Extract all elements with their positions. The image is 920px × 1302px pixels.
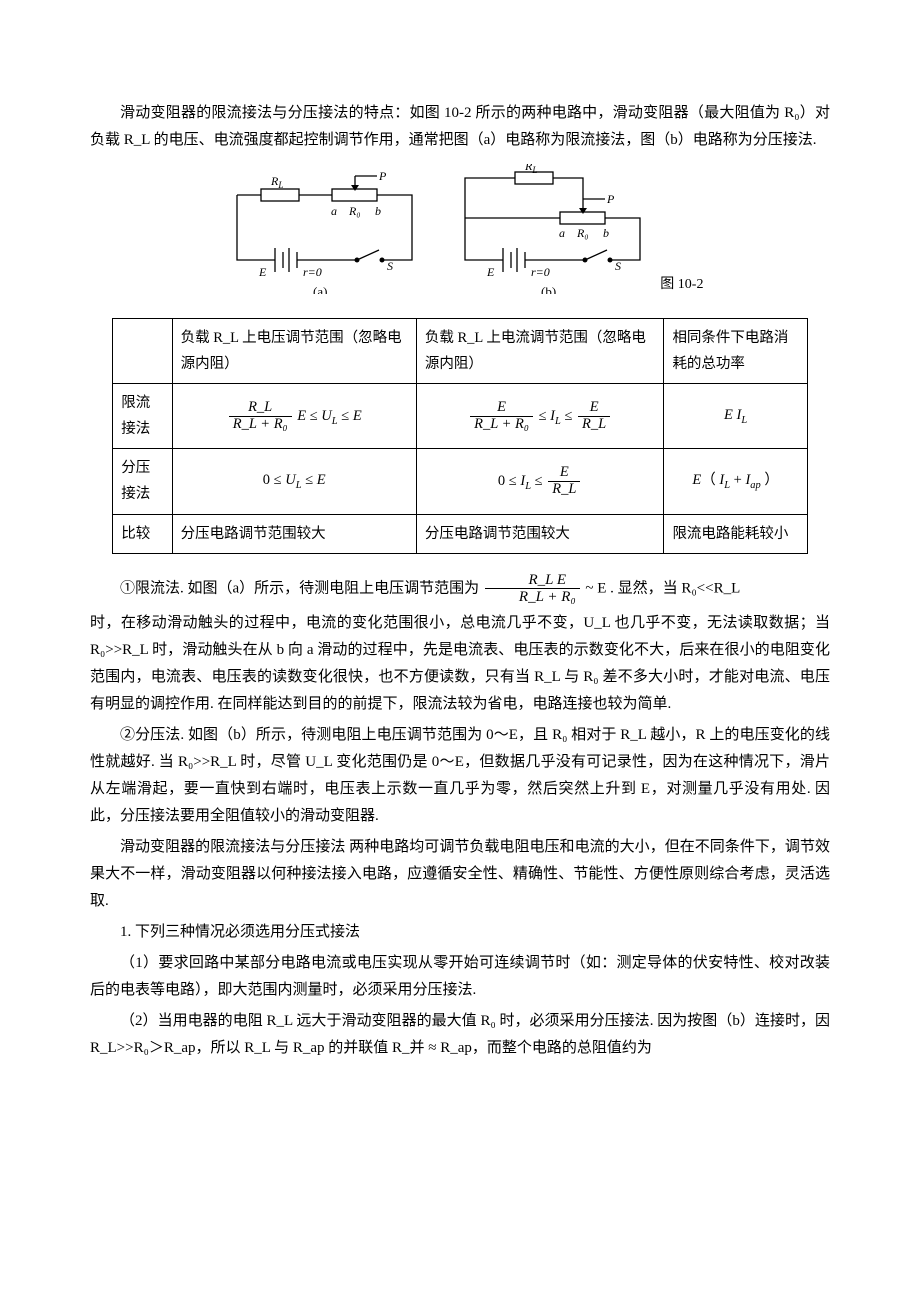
- cell-v-limited: R_LR_L + R₀ E ≤ UL ≤ E: [172, 384, 416, 449]
- table-row: 比较 分压电路调节范围较大 分压电路调节范围较大 限流电路能耗较小: [113, 514, 808, 553]
- row-label-divider: 分压接法: [113, 449, 172, 514]
- cell-v-divider: 0 ≤ UL ≤ E: [172, 449, 416, 514]
- heading-cases: 1. 下列三种情况必须选用分压式接法: [90, 919, 830, 946]
- cell-p-divider: E（ IL + Iap ）: [664, 449, 807, 514]
- cell-compare-v: 分压电路调节范围较大: [172, 514, 416, 553]
- text: ①限流法. 如图（a）所示，待测电阻上电压调节范围为: [120, 580, 483, 596]
- intro-paragraph: 滑动变阻器的限流接法与分压接法的特点：如图 10-2 所示的两种电路中，滑动变阻…: [90, 100, 830, 154]
- cell-i-divider: 0 ≤ IL ≤ ER_L: [416, 449, 664, 514]
- label-b-a: b: [375, 204, 381, 218]
- table-row: 负载 R_L 上电压调节范围（忽略电源内阻） 负载 R_L 上电流调节范围（忽略…: [113, 319, 808, 384]
- text: ~ E . 显然，当 R₀<<R_L: [585, 580, 740, 596]
- para-divider: ②分压法. 如图（b）所示，待测电阻上电压调节范围为 0～E，且 R₀ 相对于 …: [90, 722, 830, 830]
- label-S-b: S: [615, 259, 621, 273]
- label-P-b: P: [606, 192, 615, 206]
- label-S-a: S: [387, 259, 393, 273]
- label-sub-a: (a): [313, 284, 327, 294]
- th-voltage: 负载 R_L 上电压调节范围（忽略电源内阻）: [172, 319, 416, 384]
- figure-caption: 图 10-2: [660, 272, 703, 297]
- svg-text:RL: RL: [524, 164, 537, 175]
- label-a-b: a: [559, 226, 565, 240]
- label-sub-b: (b): [541, 284, 556, 294]
- para-case2: （2）当用电器的电阻 R_L 远大于滑动变阻器的最大值 R₀ 时，必须采用分压接…: [90, 1008, 830, 1062]
- row-label-compare: 比较: [113, 514, 172, 553]
- para-limiting-2: 时，在移动滑动触头的过程中，电流的变化范围很小，总电流几乎不变，U_L 也几乎不…: [90, 610, 830, 718]
- cell-compare-p: 限流电路能耗较小: [664, 514, 807, 553]
- para-summary: 滑动变阻器的限流接法与分压接法 两种电路均可调节负载电阻电压和电流的大小，但在不…: [90, 834, 830, 915]
- label-E-b: E: [486, 265, 495, 279]
- label-E-a: E: [258, 265, 267, 279]
- cell-i-limited: ER_L + R₀ ≤ IL ≤ ER_L: [416, 384, 664, 449]
- th-power: 相同条件下电路消耗的总功率: [664, 319, 807, 384]
- figure-10-2: E r=0 S a R₀ b P RL (a): [90, 164, 830, 304]
- label-P-a: P: [378, 169, 387, 183]
- para-case1: （1）要求回路中某部分电路电流或电压实现从零开始可连续调节时（如：测定导体的伏安…: [90, 950, 830, 1004]
- table-row: 分压接法 0 ≤ UL ≤ E 0 ≤ IL ≤ ER_L E（ IL + Ia…: [113, 449, 808, 514]
- comparison-table: 负载 R_L 上电压调节范围（忽略电源内阻） 负载 R_L 上电流调节范围（忽略…: [112, 318, 808, 554]
- th-current: 负载 R_L 上电流调节范围（忽略电源内阻）: [416, 319, 664, 384]
- label-R0-a: R₀: [348, 204, 361, 218]
- th-blank: [113, 319, 172, 384]
- cell-p-limited: E IL: [664, 384, 807, 449]
- table-row: 限流接法 R_LR_L + R₀ E ≤ UL ≤ E ER_L + R₀ ≤ …: [113, 384, 808, 449]
- label-RL-a: RL: [270, 174, 283, 190]
- label-R0-b: R₀: [576, 226, 589, 240]
- cell-compare-i: 分压电路调节范围较大: [416, 514, 664, 553]
- frac-rle: R_L E R_L + R₀: [485, 572, 580, 606]
- label-r0-a: r=0: [303, 265, 322, 279]
- label-b-b: b: [603, 226, 609, 240]
- circuit-diagrams: E r=0 S a R₀ b P RL (a): [217, 164, 657, 294]
- para-limiting-1: ①限流法. 如图（a）所示，待测电阻上电压调节范围为 R_L E R_L + R…: [90, 572, 830, 606]
- row-label-limited: 限流接法: [113, 384, 172, 449]
- label-a-a: a: [331, 204, 337, 218]
- label-r0-b: r=0: [531, 265, 550, 279]
